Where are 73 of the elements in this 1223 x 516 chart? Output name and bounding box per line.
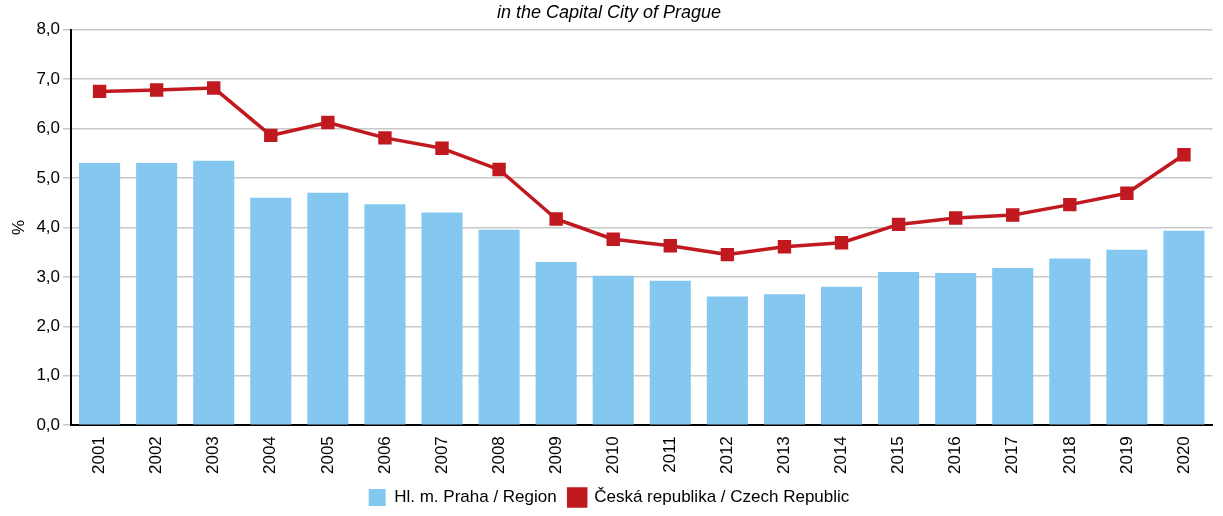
point — [834, 236, 849, 250]
bar — [706, 296, 748, 425]
y-tick-label: 0,0 — [36, 414, 61, 434]
point — [663, 238, 677, 253]
x-tick-label: 2017 — [1002, 436, 1022, 475]
point — [378, 131, 392, 145]
bar — [1049, 258, 1091, 425]
bar — [364, 204, 406, 425]
point — [207, 81, 221, 95]
x-tick-label: 2004 — [260, 436, 280, 475]
x-tick-label: 2015 — [888, 436, 908, 475]
bar — [1163, 230, 1205, 425]
legend-label: Hl. m. Praha / Region — [394, 487, 557, 507]
bar — [878, 271, 920, 425]
bar — [1106, 249, 1148, 425]
x-tick-label: 2003 — [203, 436, 223, 475]
x-tick-label: 2011 — [659, 436, 679, 473]
x-tick-label: 2007 — [431, 436, 451, 475]
point — [549, 212, 563, 226]
y-tick-label: 2,0 — [36, 315, 61, 335]
point — [777, 239, 792, 254]
bar — [535, 262, 577, 425]
y-tick-label: 5,0 — [36, 167, 61, 187]
legend-label: Česká republika / Czech Republic — [594, 487, 850, 507]
x-tick-label: 2016 — [945, 436, 965, 475]
point — [321, 115, 335, 130]
bar — [193, 160, 235, 425]
x-tick-label: 2014 — [831, 436, 851, 475]
x-tick-label: 2020 — [1173, 436, 1193, 475]
point — [435, 141, 449, 155]
x-tick-label: 2005 — [317, 436, 337, 475]
x-tick-label: 2012 — [717, 436, 737, 475]
y-tick-label: 4,0 — [36, 217, 61, 237]
chart-title: in the Capital City of Prague — [496, 1, 722, 22]
y-tick-label: 1,0 — [36, 365, 61, 385]
x-tick-label: 2018 — [1059, 436, 1079, 475]
point — [948, 211, 963, 225]
x-tick-label: 2008 — [488, 436, 508, 475]
y-axis-title: % — [8, 219, 28, 235]
bar — [820, 286, 863, 425]
bar — [992, 267, 1034, 425]
bar — [935, 272, 977, 425]
point — [1177, 148, 1191, 162]
bar — [649, 280, 691, 425]
point — [264, 128, 278, 143]
x-tick-label: 2010 — [602, 436, 622, 475]
point — [492, 162, 506, 177]
bar — [763, 294, 805, 425]
x-tick-label: 2002 — [146, 436, 166, 475]
bar — [136, 163, 178, 425]
point — [1006, 208, 1020, 222]
point — [92, 84, 107, 99]
point — [891, 217, 906, 232]
bar — [250, 197, 292, 425]
point — [149, 83, 164, 97]
point — [1120, 186, 1134, 200]
bar — [478, 229, 520, 425]
x-tick-label: 2001 — [89, 436, 109, 475]
y-tick-label: 8,0 — [36, 19, 61, 39]
bar — [307, 192, 349, 425]
point — [606, 232, 620, 246]
bar — [592, 275, 634, 425]
x-tick-label: 2006 — [374, 436, 394, 475]
bar — [79, 163, 121, 425]
bar — [421, 212, 463, 425]
y-tick-label: 6,0 — [36, 118, 61, 138]
y-tick-label: 3,0 — [36, 266, 61, 286]
point — [720, 247, 735, 262]
x-tick-label: 2019 — [1116, 436, 1136, 475]
x-tick-label: 2013 — [774, 436, 794, 475]
point — [1063, 197, 1077, 212]
y-tick-label: 7,0 — [36, 68, 61, 88]
x-tick-label: 2009 — [545, 436, 565, 475]
